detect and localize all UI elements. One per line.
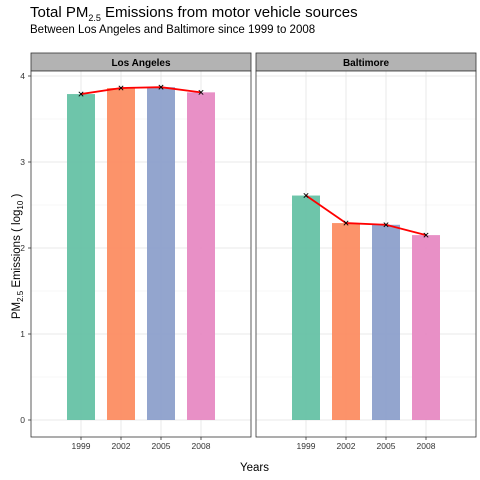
facet-panel-0: Los Angeles 1999 2002 2005 2008 bbox=[30, 52, 252, 451]
panel-border bbox=[255, 70, 477, 438]
x-tick-label: 2008 bbox=[192, 441, 211, 451]
ylabel-sub: 2.5 bbox=[16, 290, 26, 302]
y-tick-label: 4 bbox=[20, 71, 25, 81]
trend-point bbox=[78, 91, 84, 97]
point-marker-stroke bbox=[343, 220, 349, 226]
x-tick-label: 2002 bbox=[337, 441, 356, 451]
title-suffix: Emissions from motor vehicle sources bbox=[100, 4, 358, 21]
chart-title: Total PM2.5 Emissions from motor vehicle… bbox=[30, 4, 358, 23]
bar-baltimore-2002 bbox=[332, 223, 360, 420]
trend-point bbox=[303, 193, 309, 199]
bar-los-angeles-2008 bbox=[187, 92, 215, 420]
bar-los-angeles-2002 bbox=[107, 88, 135, 420]
point-marker-stroke bbox=[423, 232, 429, 238]
title-prefix: Total PM bbox=[30, 4, 89, 21]
trend-point bbox=[118, 85, 124, 91]
trend-point bbox=[158, 84, 164, 90]
y-tick-label: 0 bbox=[20, 415, 25, 425]
panel-border bbox=[30, 70, 252, 438]
x-tick-label: 2008 bbox=[417, 441, 436, 451]
point-marker-stroke bbox=[383, 222, 389, 228]
bar-los-angeles-2005 bbox=[147, 87, 175, 421]
x-tick-label: 1999 bbox=[297, 441, 316, 451]
facet-strip-label: Los Angeles bbox=[111, 58, 171, 69]
x-tick-label: 2005 bbox=[152, 441, 171, 451]
y-axis-title: PM2.5 Emissions ( log10 ) bbox=[10, 194, 26, 320]
ylabel-sub2: 10 bbox=[16, 200, 26, 210]
trend-point bbox=[423, 232, 429, 238]
y-tick-label: 1 bbox=[20, 329, 25, 339]
x-tick-label: 2002 bbox=[112, 441, 131, 451]
bar-baltimore-2008 bbox=[412, 235, 440, 420]
chart-subtitle: Between Los Angeles and Baltimore since … bbox=[30, 24, 316, 36]
ylabel-suffix: ) bbox=[10, 193, 23, 201]
ylabel-prefix: PM bbox=[10, 301, 23, 320]
x-tick-label: 2005 bbox=[377, 441, 396, 451]
trend-line bbox=[305, 194, 427, 236]
y-tick-label: 2 bbox=[20, 243, 25, 253]
trend-point bbox=[198, 89, 204, 95]
point-marker-stroke bbox=[198, 89, 204, 95]
plot-background bbox=[31, 71, 251, 437]
y-tick-label: 3 bbox=[20, 157, 25, 167]
point-marker-stroke bbox=[158, 84, 164, 90]
x-axis-title: Years bbox=[240, 462, 269, 474]
facet-panel-1: Baltimore 1999 2002 2005 2008 bbox=[255, 52, 477, 451]
trend-point bbox=[343, 220, 349, 226]
plot-background bbox=[256, 71, 476, 437]
bar-baltimore-1999 bbox=[292, 195, 320, 420]
ylabel-middle: Emissions ( log bbox=[10, 209, 23, 291]
point-marker-stroke bbox=[118, 85, 124, 91]
bar-los-angeles-1999 bbox=[67, 94, 95, 420]
x-tick-label: 1999 bbox=[72, 441, 91, 451]
facet-strip-label: Baltimore bbox=[343, 58, 390, 69]
title-subscript: 2.5 bbox=[88, 13, 101, 23]
bar-baltimore-2005 bbox=[372, 224, 400, 420]
point-marker-stroke bbox=[78, 91, 84, 97]
trend-point bbox=[383, 222, 389, 228]
trend-line bbox=[80, 86, 202, 95]
point-marker-stroke bbox=[303, 193, 309, 199]
